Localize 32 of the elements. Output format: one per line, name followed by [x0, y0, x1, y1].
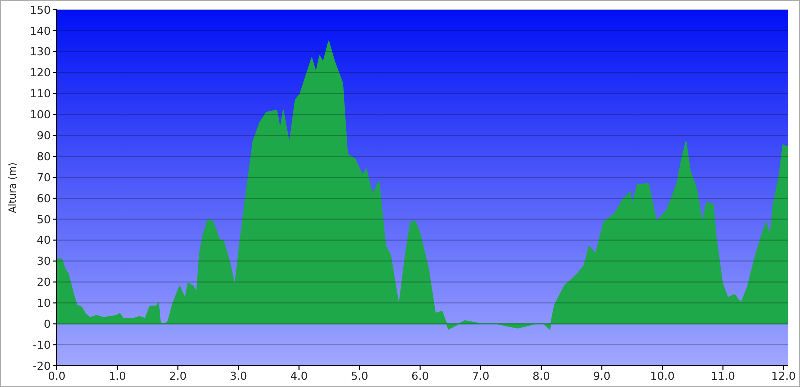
y-tick-label: 90 — [37, 129, 51, 142]
y-tick-label: 60 — [37, 192, 51, 206]
y-tick-label: 20 — [37, 276, 51, 290]
x-tick-label: 5.0 — [351, 370, 369, 383]
x-tick-label: 4.0 — [290, 370, 308, 383]
y-tick-label: 140 — [30, 24, 51, 38]
y-tick-label: 100 — [30, 108, 51, 122]
y-axis-title: Altura (m) — [8, 162, 19, 214]
y-tick-label: 70 — [37, 171, 51, 184]
x-tick-label: 1.0 — [108, 370, 126, 383]
x-tick-label: 11.0 — [710, 370, 736, 383]
y-tick-label: 30 — [37, 255, 51, 268]
y-tick-label: 40 — [37, 234, 51, 248]
x-tick-label: 2.0 — [169, 370, 187, 383]
x-tick-label: 10.0 — [650, 370, 675, 383]
y-tick-label: -20 — [33, 360, 51, 373]
y-tick-label: 110 — [30, 88, 51, 101]
y-tick-label: -10 — [33, 338, 51, 352]
y-tick-label: 150 — [30, 4, 51, 17]
x-tick-label: 12.0 — [772, 370, 796, 383]
y-tick-label: 0 — [44, 318, 51, 331]
x-tick-label: 0.0 — [48, 370, 66, 383]
x-tick-label: 3.0 — [230, 370, 248, 383]
x-tick-label: 6.0 — [412, 370, 430, 383]
y-tick-label: 80 — [37, 150, 51, 164]
x-tick-label: 9.0 — [593, 370, 611, 383]
y-tick-label: 50 — [37, 213, 51, 226]
y-tick-label: 120 — [30, 66, 51, 80]
x-tick-label: 8.0 — [532, 370, 550, 383]
y-tick-label: 10 — [37, 297, 51, 310]
x-tick-label: 7.0 — [472, 370, 490, 383]
y-tick-label: 130 — [30, 46, 51, 59]
